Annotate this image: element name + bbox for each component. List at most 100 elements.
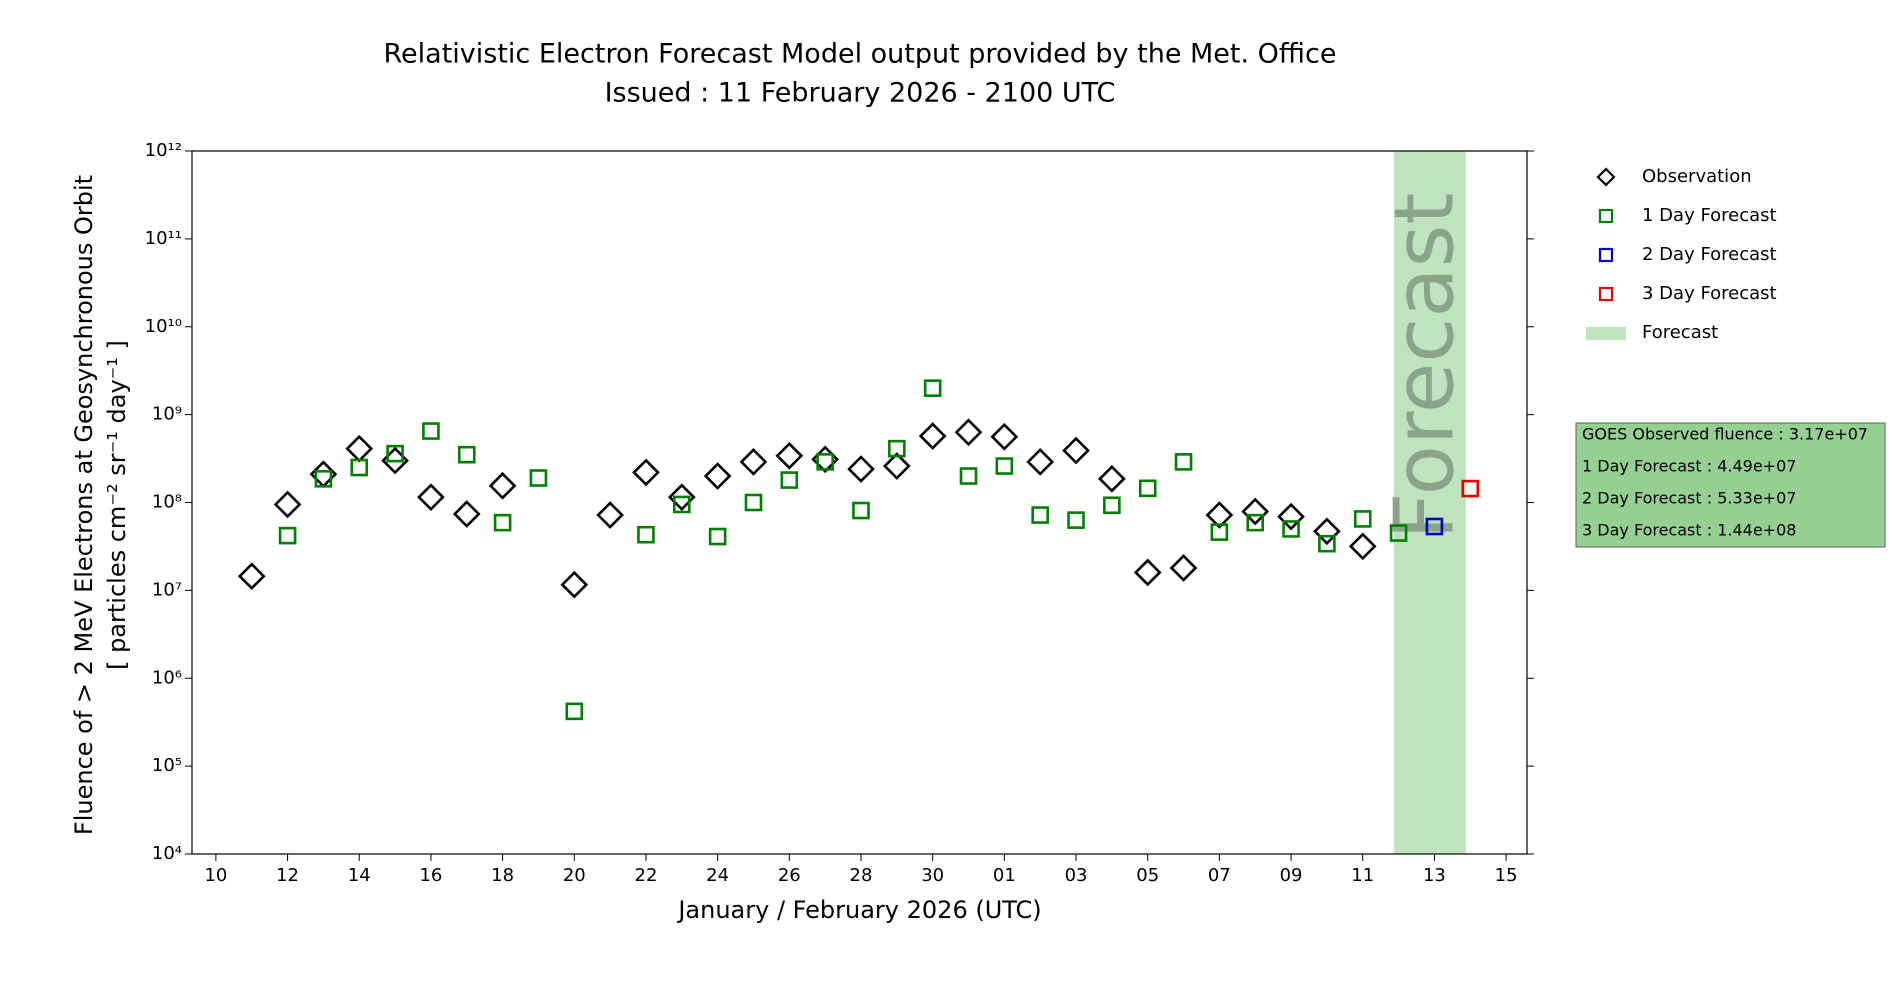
forecast-marker bbox=[1318, 534, 1336, 553]
observation-marker bbox=[882, 452, 911, 480]
x-tick-label: 20 bbox=[563, 865, 586, 886]
observation-marker bbox=[237, 562, 266, 591]
chart-title: Relativistic Electron Forecast Model out… bbox=[384, 39, 1337, 70]
y-tick-label: 10⁹ bbox=[152, 404, 182, 425]
forecast-marker bbox=[314, 470, 333, 488]
x-tick-label: 18 bbox=[491, 865, 514, 886]
forecast-marker bbox=[565, 702, 584, 721]
observation-marker bbox=[488, 471, 517, 500]
x-tick-label: 16 bbox=[419, 865, 442, 886]
y-axis-title: Fluence of > 2 MeV Electrons at Geosynch… bbox=[70, 175, 98, 835]
forecast-marker bbox=[1174, 453, 1193, 471]
observation-marker bbox=[990, 422, 1019, 451]
x-tick-label: 01 bbox=[993, 865, 1016, 886]
x-tick-label: 24 bbox=[706, 865, 729, 886]
forecast-marker bbox=[1282, 520, 1300, 538]
forecast-marker bbox=[923, 379, 942, 397]
legend-label: Forecast bbox=[1642, 322, 1718, 343]
observation-marker bbox=[918, 422, 947, 450]
observation-marker bbox=[703, 462, 732, 490]
y-tick-label: 10¹⁰ bbox=[145, 316, 182, 337]
forecast-marker bbox=[1138, 479, 1157, 498]
forecast-marker bbox=[637, 525, 655, 544]
observation-marker bbox=[775, 441, 804, 470]
observation-marker bbox=[739, 448, 768, 476]
info-line: 2 Day Forecast : 5.33e+07 bbox=[1582, 489, 1796, 508]
forecast-marker bbox=[422, 422, 440, 440]
observation-marker bbox=[596, 501, 624, 529]
forecast-marker bbox=[672, 495, 691, 514]
forecast-marker bbox=[995, 457, 1014, 475]
legend-label: 3 Day Forecast bbox=[1642, 283, 1777, 304]
y-tick-label: 10¹¹ bbox=[145, 228, 182, 249]
observation-marker bbox=[667, 483, 696, 512]
x-tick-label: 14 bbox=[348, 865, 371, 886]
x-tick-label: 07 bbox=[1208, 865, 1231, 886]
x-tick-label: 09 bbox=[1280, 865, 1303, 886]
x-axis-title: January / February 2026 (UTC) bbox=[676, 896, 1041, 924]
forecast-marker bbox=[1353, 510, 1372, 528]
forecast-marker bbox=[888, 439, 906, 458]
legend-label: Observation bbox=[1642, 166, 1752, 187]
x-tick-label: 03 bbox=[1065, 865, 1088, 886]
observation-marker bbox=[1026, 448, 1055, 476]
x-tick-label: 15 bbox=[1495, 865, 1518, 886]
forecast-marker bbox=[708, 527, 727, 546]
observation-marker bbox=[954, 418, 983, 447]
x-tick-label: 28 bbox=[850, 865, 873, 886]
observation-marker bbox=[1277, 502, 1305, 531]
info-box bbox=[1575, 422, 1886, 548]
forecast-marker bbox=[350, 458, 369, 477]
x-tick-label: 10 bbox=[204, 865, 227, 886]
legend-marker bbox=[1586, 327, 1626, 340]
forecast-marker bbox=[1389, 524, 1408, 542]
y-tick-label: 10⁸ bbox=[152, 492, 182, 513]
observation-marker bbox=[1169, 554, 1198, 582]
forecast-marker bbox=[457, 445, 476, 464]
forecast-marker bbox=[1461, 479, 1480, 498]
observation-marker bbox=[1133, 558, 1162, 587]
forecast-marker bbox=[959, 467, 978, 485]
x-tick-label: 22 bbox=[635, 865, 658, 886]
info-line: GOES Observed fluence : 3.17e+07 bbox=[1582, 425, 1868, 444]
y-tick-label: 10⁴ bbox=[152, 843, 182, 864]
forecast-marker bbox=[1210, 523, 1229, 541]
chart-subtitle: Issued : 11 February 2026 - 2100 UTC bbox=[605, 78, 1116, 109]
info-line: 1 Day Forecast : 4.49e+07 bbox=[1582, 457, 1796, 476]
forecast-marker bbox=[1067, 511, 1085, 529]
observation-marker bbox=[345, 434, 374, 463]
legend-label: 2 Day Forecast bbox=[1642, 244, 1777, 265]
forecast-marker bbox=[1103, 496, 1121, 515]
observation-marker bbox=[452, 500, 481, 528]
legend-marker bbox=[1596, 167, 1616, 187]
x-tick-label: 26 bbox=[778, 865, 801, 886]
legend-marker bbox=[1598, 286, 1614, 302]
observation-marker bbox=[273, 490, 302, 519]
y-tick-label: 10⁶ bbox=[152, 667, 182, 688]
legend-label: 1 Day Forecast bbox=[1642, 205, 1777, 226]
forecast-marker bbox=[744, 493, 763, 512]
observation-marker bbox=[417, 483, 445, 512]
forecast-marker bbox=[529, 469, 548, 487]
y-axis-title: [ particles cm⁻² sr⁻¹ day⁻¹ ] bbox=[103, 340, 131, 670]
forecast-marker bbox=[386, 444, 404, 463]
legend-marker bbox=[1598, 208, 1614, 224]
forecast-marker bbox=[816, 453, 834, 471]
x-tick-label: 12 bbox=[276, 865, 299, 886]
y-tick-label: 10⁷ bbox=[152, 579, 182, 600]
observation-marker bbox=[632, 458, 660, 487]
legend-marker bbox=[1598, 247, 1614, 263]
observation-marker bbox=[1313, 517, 1341, 546]
forecast-marker bbox=[1031, 506, 1049, 524]
observation-marker bbox=[1205, 501, 1234, 529]
observation-marker bbox=[1062, 436, 1090, 465]
forecast-span-label: Forecast bbox=[1377, 193, 1472, 540]
forecast-span bbox=[1394, 151, 1466, 854]
info-line: 3 Day Forecast : 1.44e+08 bbox=[1582, 521, 1796, 540]
forecast-marker bbox=[780, 471, 799, 489]
x-tick-label: 05 bbox=[1136, 865, 1159, 886]
observation-marker bbox=[1098, 464, 1126, 493]
x-tick-label: 13 bbox=[1423, 865, 1446, 886]
forecast-marker bbox=[278, 526, 297, 545]
